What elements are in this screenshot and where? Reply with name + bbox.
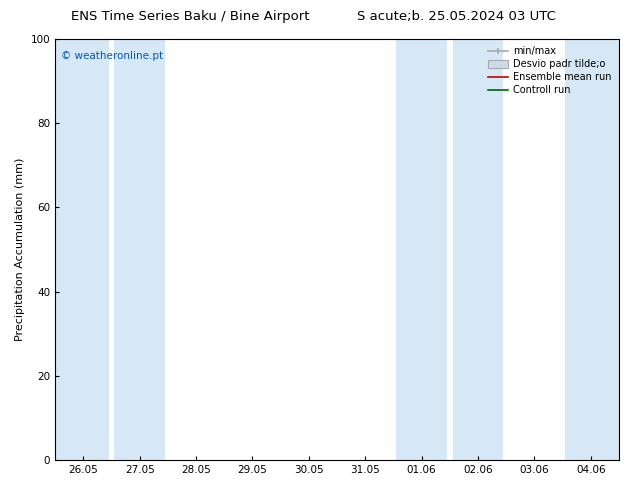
Y-axis label: Precipitation Accumulation (mm): Precipitation Accumulation (mm) — [15, 158, 25, 341]
Bar — [453, 39, 503, 460]
Bar — [114, 39, 165, 460]
Text: S acute;b. 25.05.2024 03 UTC: S acute;b. 25.05.2024 03 UTC — [357, 10, 556, 23]
Text: © weatheronline.pt: © weatheronline.pt — [61, 51, 163, 61]
Bar — [566, 39, 619, 460]
Legend: min/max, Desvio padr tilde;o, Ensemble mean run, Controll run: min/max, Desvio padr tilde;o, Ensemble m… — [486, 44, 614, 98]
Bar — [396, 39, 447, 460]
Bar — [55, 39, 108, 460]
Text: ENS Time Series Baku / Bine Airport: ENS Time Series Baku / Bine Airport — [71, 10, 309, 23]
